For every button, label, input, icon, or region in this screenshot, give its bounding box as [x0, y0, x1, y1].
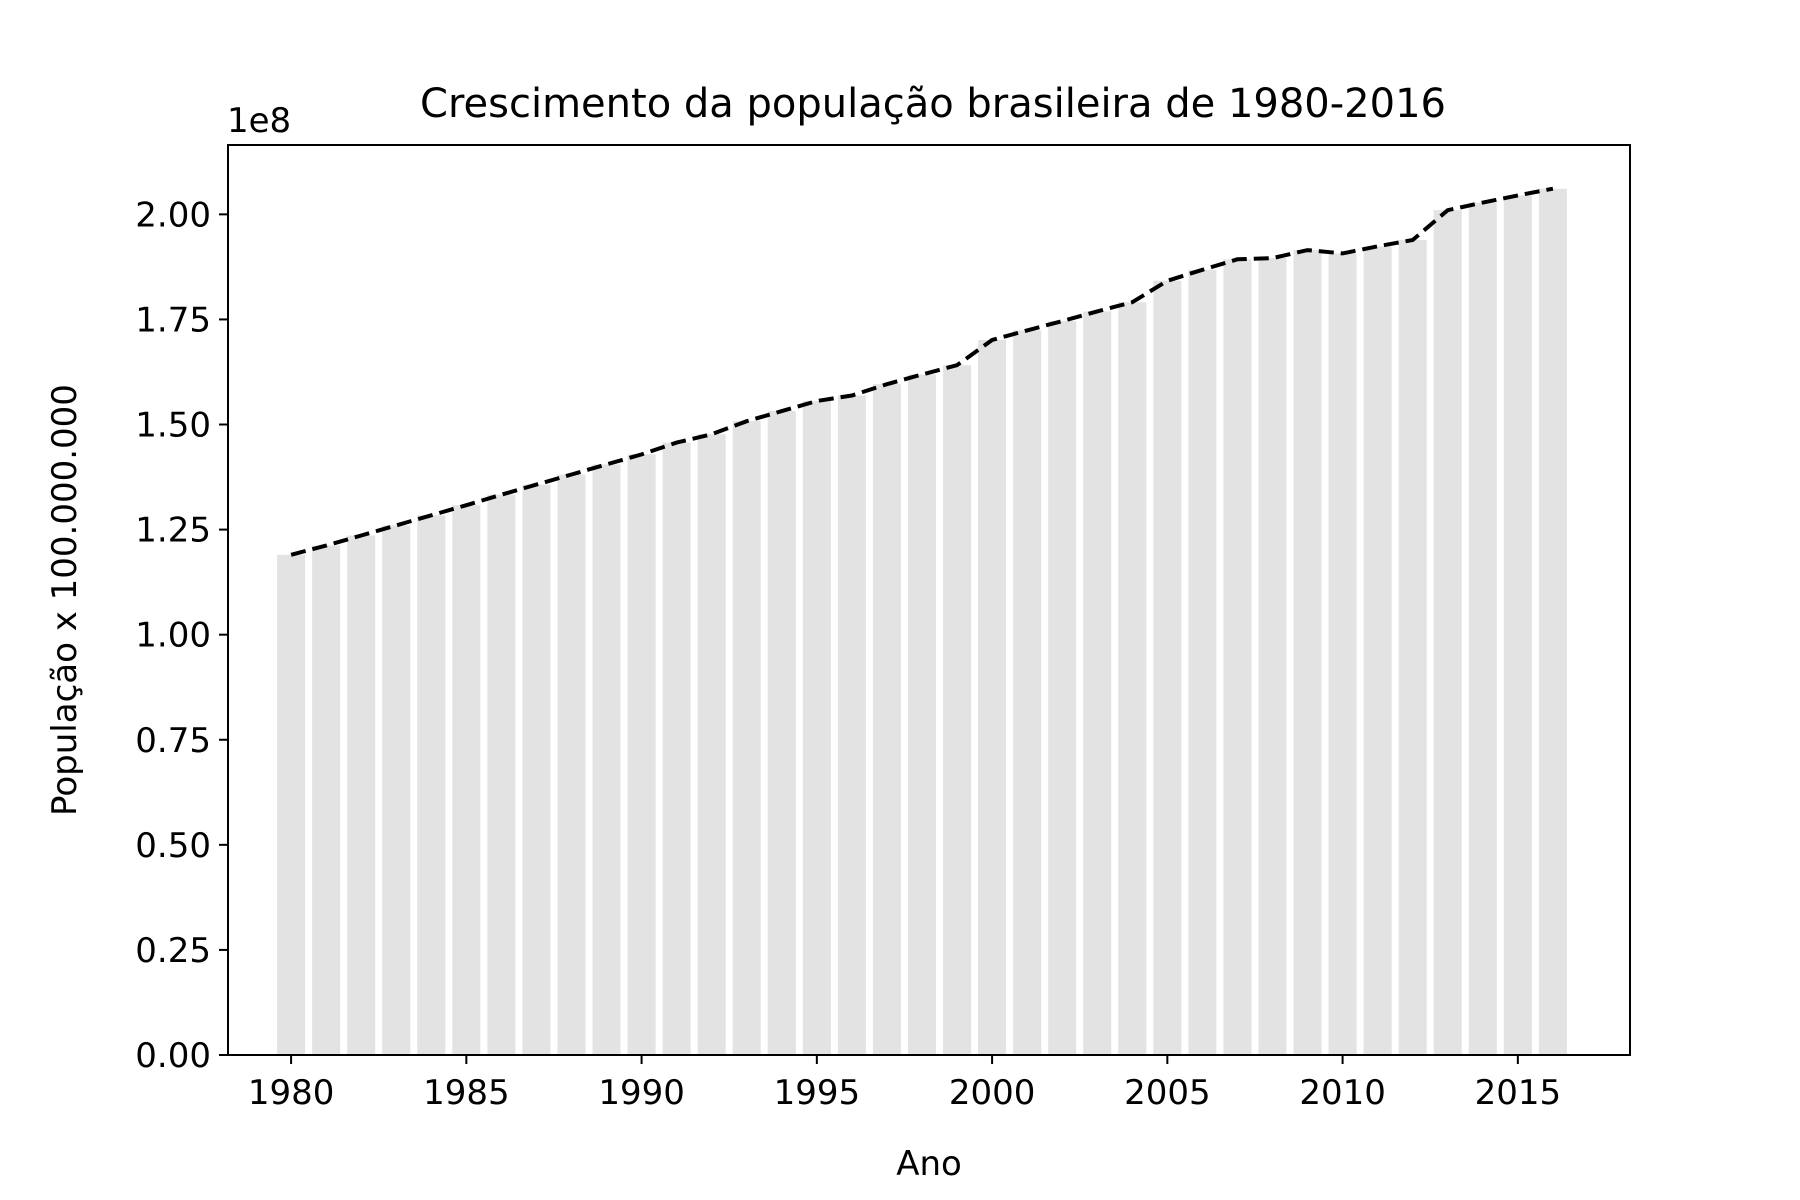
bar-1981 [312, 545, 341, 1055]
x-tick-label: 1980 [248, 1073, 335, 1113]
y-tick-label: 0.75 [135, 721, 211, 761]
bar-1986 [487, 494, 516, 1056]
bar-1993 [732, 421, 761, 1055]
bar-2010 [1328, 253, 1357, 1055]
bar-2016 [1538, 188, 1567, 1055]
bar-1980 [277, 554, 306, 1055]
y-tick-label: 1.25 [135, 511, 211, 551]
bar-1999 [943, 365, 972, 1056]
line-series [290, 186, 1554, 557]
x-tick-label: 2005 [1124, 1073, 1211, 1113]
bar-1988 [557, 474, 586, 1056]
bar-1996 [837, 395, 866, 1055]
bar-1984 [417, 515, 446, 1055]
bar-1989 [592, 464, 621, 1055]
x-axis: 1980 1985 1990 1995 2000 2005 2010 2015 [248, 1055, 1561, 1113]
bar-2014 [1468, 202, 1497, 1055]
bar-2004 [1118, 302, 1147, 1055]
x-tick-label: 1995 [774, 1073, 861, 1113]
bar-2008 [1258, 258, 1287, 1055]
x-axis-label: Ano [896, 1144, 962, 1184]
bar-2001 [1013, 330, 1042, 1056]
bar-2003 [1083, 311, 1112, 1056]
plot-frame [227, 144, 1631, 1056]
y-axis: 0.00 0.25 0.50 0.75 1.00 1.25 1.50 1.75 2.00 [135, 195, 228, 1076]
bar-1998 [907, 374, 937, 1055]
y-tick-label: 1.00 [135, 616, 211, 656]
bar-2006 [1188, 269, 1217, 1055]
bar-2005 [1153, 280, 1182, 1056]
y-tick-label: 1.50 [135, 406, 211, 446]
bar-1990 [627, 454, 656, 1055]
bar-2002 [1048, 321, 1077, 1055]
chart-title: Crescimento da população brasileira de 1… [420, 81, 1446, 127]
y-tick-label: 0.25 [135, 931, 211, 971]
y-tick-label: 0.50 [135, 826, 211, 866]
x-tick-label: 2015 [1475, 1073, 1562, 1113]
bar-2012 [1398, 239, 1427, 1056]
x-tick-label: 1990 [598, 1073, 685, 1113]
bar-1994 [767, 411, 796, 1055]
y-tick-label: 2.00 [135, 195, 211, 235]
bar-1987 [522, 484, 551, 1056]
population-line [290, 186, 1554, 557]
bar-2015 [1503, 195, 1532, 1056]
bar-2013 [1433, 210, 1462, 1055]
bar-2007 [1223, 259, 1252, 1055]
bar-1995 [802, 400, 831, 1055]
bar-1982 [347, 535, 376, 1055]
bar-2000 [978, 340, 1007, 1055]
y-axis-label: População x 100.000.000 [45, 384, 85, 816]
y-tick-label: 1.75 [135, 300, 211, 340]
bar-1992 [697, 434, 726, 1055]
bar-2011 [1363, 246, 1392, 1056]
bar-2009 [1293, 250, 1322, 1056]
y-offset-text: 1e8 [227, 101, 291, 141]
bar-1983 [382, 525, 411, 1055]
x-tick-label: 2000 [949, 1073, 1036, 1113]
bar-1985 [452, 505, 481, 1055]
bar-series [277, 188, 1567, 1056]
bar-1991 [662, 442, 691, 1055]
x-tick-label: 1985 [423, 1073, 510, 1113]
x-tick-label: 2010 [1299, 1073, 1386, 1113]
y-tick-label: 0.00 [135, 1036, 211, 1076]
bar-1997 [872, 384, 901, 1056]
